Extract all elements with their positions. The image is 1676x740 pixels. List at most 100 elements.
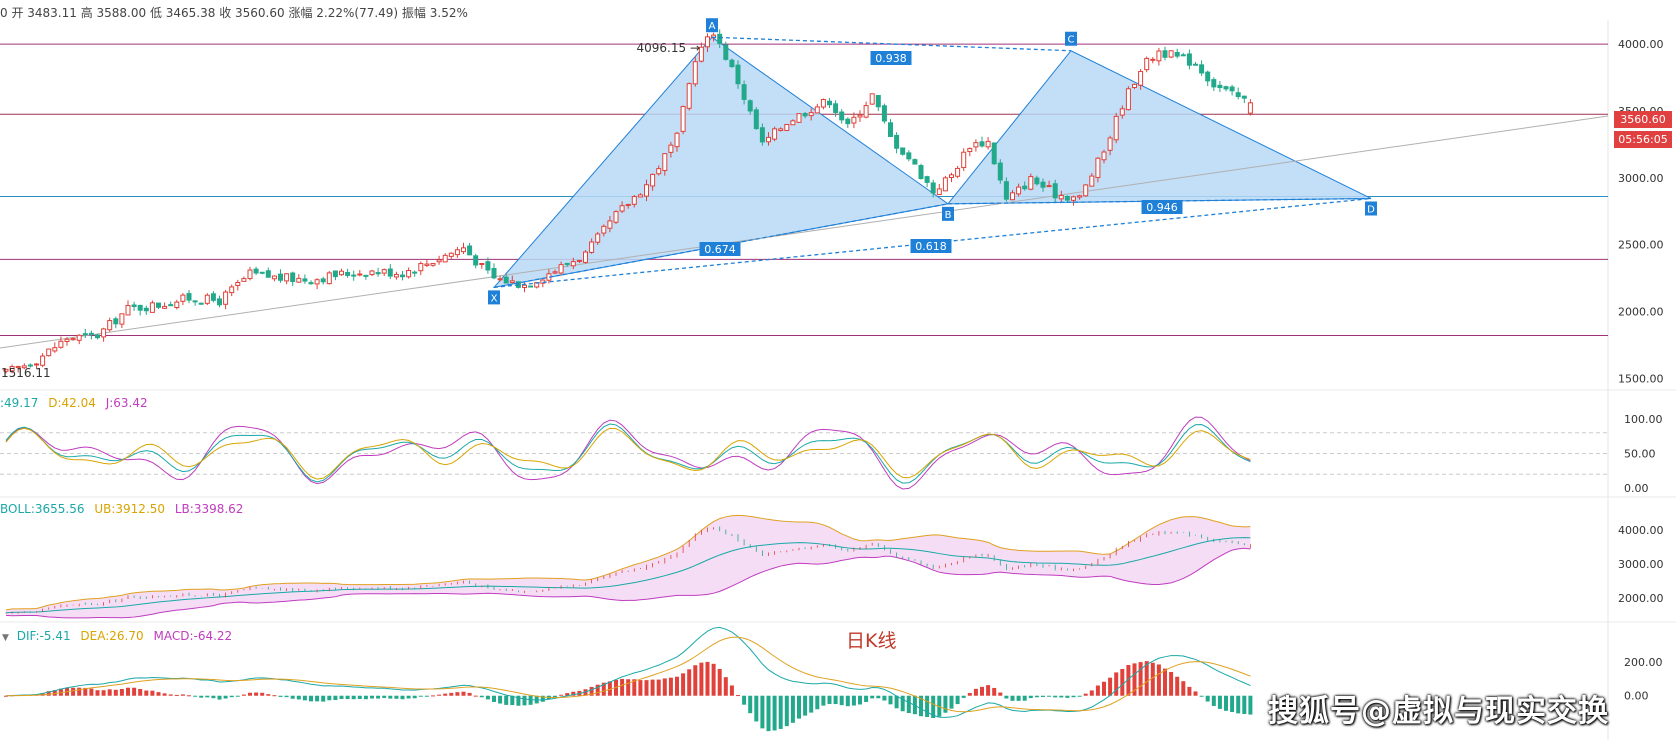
candle-body	[1168, 50, 1174, 58]
macd-histogram-bar	[1132, 663, 1137, 696]
candle-body	[686, 83, 692, 109]
macd-histogram-bar	[516, 695, 521, 706]
kdj-axis-tick: 0.00	[1624, 482, 1649, 495]
macd-histogram-bar	[729, 685, 734, 696]
macd-histogram-bar	[418, 695, 423, 697]
point-label-c-bg	[1065, 31, 1077, 46]
candle-body	[955, 167, 961, 177]
macd-histogram-bar	[1071, 695, 1076, 698]
macd-histogram-bar	[565, 693, 570, 696]
price-axis-tick: 2000.00	[1618, 305, 1664, 318]
candle-body	[790, 120, 796, 126]
candle-body	[131, 304, 137, 308]
macd-histogram-bar	[589, 686, 594, 696]
chart-caption: 日K线	[846, 630, 897, 652]
macd-histogram-bar	[601, 682, 606, 696]
candle-body	[1113, 115, 1119, 141]
macd-histogram-bar	[851, 695, 856, 706]
macd-histogram-bar	[809, 695, 814, 713]
candle-body	[522, 284, 527, 288]
candle-body	[1186, 53, 1192, 66]
candle-body	[1095, 157, 1101, 178]
candle-body	[363, 274, 369, 277]
candle-body	[692, 61, 698, 85]
macd-histogram-bar	[656, 679, 661, 696]
macd-histogram-bar	[595, 684, 600, 696]
candle-body	[973, 142, 979, 148]
candle-body	[253, 268, 259, 274]
candle-body	[991, 142, 997, 165]
macd-histogram-bar	[1102, 681, 1106, 696]
collapse-icon[interactable]: ▼	[2, 633, 9, 643]
candle-body	[308, 282, 314, 285]
candle-body	[430, 262, 436, 266]
candle-body	[95, 334, 100, 339]
candle-body	[747, 100, 753, 112]
candle-body	[863, 105, 869, 118]
macd-histogram-bar	[839, 695, 844, 706]
candle-body	[784, 123, 790, 131]
point-label-b-bg	[942, 206, 954, 221]
candle-body	[509, 280, 515, 283]
candle-body	[21, 365, 27, 369]
candle-body	[1003, 181, 1009, 200]
macd-histogram-bar	[980, 686, 984, 696]
candle-body	[1028, 176, 1034, 190]
candle-body	[412, 271, 418, 274]
candle-body	[448, 252, 454, 257]
macd-histogram-bar	[229, 695, 234, 698]
candle-body	[1010, 192, 1015, 201]
candle-body	[949, 174, 954, 178]
kdj-axis-tick: 100.00	[1624, 413, 1663, 426]
macd-histogram-bar	[217, 695, 222, 700]
candle-body	[1241, 95, 1247, 99]
kdj-j-label: J:63.42	[105, 396, 148, 410]
macd-histogram-bar	[443, 693, 448, 696]
candle-body	[808, 112, 814, 117]
macd-histogram-bar	[510, 695, 515, 706]
candle-body	[833, 103, 839, 113]
candle-body	[265, 270, 271, 278]
macd-histogram-bar	[760, 695, 765, 729]
candle-body	[674, 132, 680, 148]
macd-histogram-bar	[382, 695, 387, 698]
macd-histogram-bar	[180, 694, 185, 696]
macd-histogram-bar	[1004, 695, 1009, 699]
kdj-legend: :49.17 D:42.04 J:63.42	[0, 396, 148, 410]
macd-histogram-bar	[955, 695, 960, 705]
macd-histogram-bar	[1083, 693, 1088, 696]
macd-histogram-bar	[882, 695, 887, 701]
candle-body	[1235, 92, 1241, 98]
candle-body	[369, 270, 375, 276]
macd-histogram-bar	[1059, 695, 1064, 698]
candle-body	[1144, 57, 1150, 71]
last-price-badge: 3560.60	[1614, 111, 1672, 128]
macd-histogram-bar	[1065, 695, 1070, 698]
macd-histogram-bar	[272, 695, 277, 697]
macd-histogram-bar	[357, 695, 362, 699]
macd-histogram-bar	[742, 695, 747, 705]
macd-histogram-bar	[1144, 661, 1149, 696]
candle-body	[839, 111, 845, 121]
ratio-label-bd-bg	[1141, 200, 1183, 214]
candle-body	[259, 271, 265, 274]
macd-histogram-bar	[89, 688, 94, 696]
macd-histogram-bar	[876, 695, 881, 699]
candle-body	[400, 274, 405, 278]
macd-histogram-bar	[1230, 695, 1235, 713]
candle-body	[473, 255, 479, 266]
macd-histogram-bar	[1175, 676, 1180, 696]
candle-body	[1107, 137, 1113, 151]
macd-histogram-bar	[638, 680, 643, 696]
macd-histogram-bar	[1217, 695, 1222, 709]
macd-histogram-bar	[827, 695, 832, 704]
macd-histogram-bar	[107, 689, 112, 696]
boll-axis-tick: 3000.00	[1618, 558, 1664, 571]
macd-histogram-bar	[961, 695, 966, 698]
watermark: 搜狐号@虚拟与现实交换	[1268, 694, 1609, 729]
macd-histogram-bar	[187, 695, 191, 697]
macd-histogram-bar	[1156, 664, 1161, 696]
candle-body	[82, 333, 88, 336]
